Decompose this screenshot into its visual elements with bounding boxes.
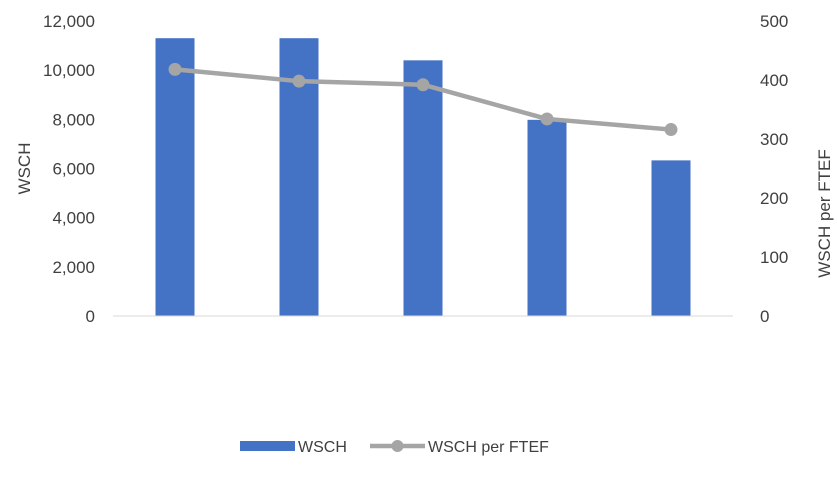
y-left-tick-label: 10,000 [43, 61, 95, 80]
bar [155, 38, 195, 316]
bar [651, 160, 691, 316]
legend-swatch-marker [391, 440, 404, 452]
line-point [416, 78, 430, 92]
y-right-tick-label: 500 [760, 12, 788, 31]
bar [527, 119, 567, 316]
y-left-tick-label: 12,000 [43, 12, 95, 31]
y-left-tick-label: 8,000 [52, 110, 95, 129]
y-right-tick-label: 200 [760, 189, 788, 208]
y-left-tick-label: 2,000 [52, 258, 95, 277]
legend-swatch-wsch [240, 441, 295, 451]
line-point [292, 74, 306, 88]
y-right-tick-labels: 0 100 200 300 400 500 [760, 12, 788, 326]
line-point [168, 62, 182, 76]
y-right-tick-label: 300 [760, 130, 788, 149]
y-left-axis-title: WSCH [15, 143, 34, 195]
y-right-tick-label: 400 [760, 71, 788, 90]
y-right-tick-label: 0 [760, 307, 769, 326]
y-right-tick-label: 100 [760, 248, 788, 267]
bar-series [155, 38, 691, 317]
legend-label-wsch-per-ftef: WSCH per FTEF [428, 439, 549, 456]
legend-label-wsch: WSCH [298, 439, 347, 456]
line-series [168, 62, 678, 137]
legend: WSCH WSCH per FTEF [240, 439, 549, 456]
line-point [540, 112, 554, 126]
line-point [664, 123, 678, 137]
y-left-tick-label: 0 [86, 307, 95, 326]
y-left-tick-label: 6,000 [52, 160, 95, 179]
y-left-tick-label: 4,000 [52, 209, 95, 228]
y-right-axis-title: WSCH per FTEF [815, 149, 834, 277]
bar [403, 60, 443, 317]
y-left-tick-labels: 0 2,000 4,000 6,000 8,000 10,000 12,000 [43, 12, 95, 326]
